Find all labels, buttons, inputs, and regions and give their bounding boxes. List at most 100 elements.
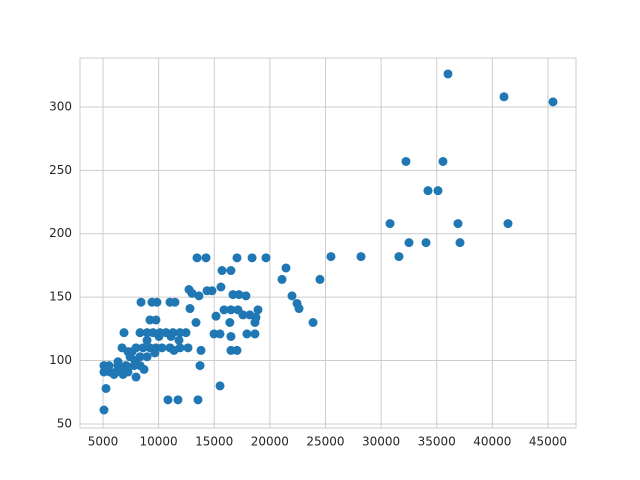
- point: [139, 364, 149, 374]
- point: [150, 348, 160, 358]
- point: [394, 252, 404, 262]
- point: [385, 219, 395, 229]
- point: [131, 372, 141, 382]
- point: [219, 305, 229, 315]
- point: [163, 395, 173, 405]
- point: [131, 343, 141, 353]
- y-tick-label: 250: [49, 163, 72, 177]
- point: [232, 253, 242, 263]
- point: [191, 318, 201, 328]
- x-tick-label: 35000: [418, 435, 456, 449]
- x-tick-label: 20000: [251, 435, 289, 449]
- point: [187, 288, 197, 298]
- point: [294, 304, 304, 314]
- point: [151, 315, 161, 325]
- point: [277, 274, 287, 284]
- point: [326, 252, 336, 262]
- point: [250, 318, 260, 328]
- point: [287, 291, 297, 301]
- point: [217, 266, 227, 276]
- point: [113, 357, 123, 367]
- point: [183, 343, 193, 353]
- point: [215, 381, 225, 391]
- point: [142, 352, 152, 362]
- point: [226, 266, 236, 276]
- x-tick-label: 40000: [473, 435, 511, 449]
- point: [154, 331, 164, 341]
- y-tick-label: 100: [49, 353, 72, 367]
- point: [242, 329, 252, 339]
- x-tick-label: 15000: [195, 435, 233, 449]
- y-tick-label: 50: [57, 416, 72, 430]
- point: [119, 328, 129, 338]
- y-tick-label: 300: [49, 99, 72, 113]
- point: [438, 156, 448, 166]
- plot-frame: [79, 57, 577, 429]
- point: [281, 263, 291, 273]
- point: [232, 345, 242, 355]
- point: [193, 395, 203, 405]
- point: [216, 282, 226, 292]
- point: [138, 343, 148, 353]
- point: [404, 238, 414, 248]
- point: [226, 331, 236, 341]
- point: [125, 352, 135, 362]
- point: [211, 311, 221, 321]
- point: [499, 92, 509, 102]
- point: [121, 361, 131, 371]
- point: [181, 328, 191, 338]
- point: [142, 335, 152, 345]
- point: [443, 69, 453, 79]
- point: [238, 310, 248, 320]
- point: [421, 238, 431, 248]
- point: [253, 305, 263, 315]
- point: [455, 238, 465, 248]
- point: [308, 318, 318, 328]
- point: [250, 329, 260, 339]
- point: [136, 297, 146, 307]
- point: [241, 291, 251, 301]
- y-tick-label: 200: [49, 226, 72, 240]
- point: [215, 329, 225, 339]
- point: [247, 253, 257, 263]
- point: [152, 297, 162, 307]
- point: [226, 305, 236, 315]
- point: [225, 318, 235, 328]
- x-tick-label: 10000: [140, 435, 178, 449]
- x-tick-label: 30000: [362, 435, 400, 449]
- point: [101, 383, 111, 393]
- point: [401, 156, 411, 166]
- point: [192, 253, 202, 263]
- point: [195, 361, 205, 371]
- point: [315, 274, 325, 284]
- points: [99, 69, 558, 415]
- point: [503, 219, 513, 229]
- point: [423, 186, 433, 196]
- point: [433, 186, 443, 196]
- point: [185, 304, 195, 314]
- point: [356, 252, 366, 262]
- point: [170, 297, 180, 307]
- x-tick-label: 25000: [306, 435, 344, 449]
- point: [548, 97, 558, 107]
- point: [173, 395, 183, 405]
- y-tick-label: 150: [49, 290, 72, 304]
- x-tick-label: 5000: [88, 435, 119, 449]
- point: [174, 335, 184, 345]
- point: [207, 286, 217, 296]
- point: [453, 219, 463, 229]
- point: [201, 253, 211, 263]
- point: [234, 290, 244, 300]
- point: [196, 345, 206, 355]
- point: [135, 352, 145, 362]
- point: [194, 291, 204, 301]
- point: [157, 343, 167, 353]
- x-tick-label: 45000: [529, 435, 567, 449]
- point: [135, 328, 145, 338]
- grid: [80, 58, 576, 428]
- point: [166, 331, 176, 341]
- point: [118, 369, 128, 379]
- point: [261, 253, 271, 263]
